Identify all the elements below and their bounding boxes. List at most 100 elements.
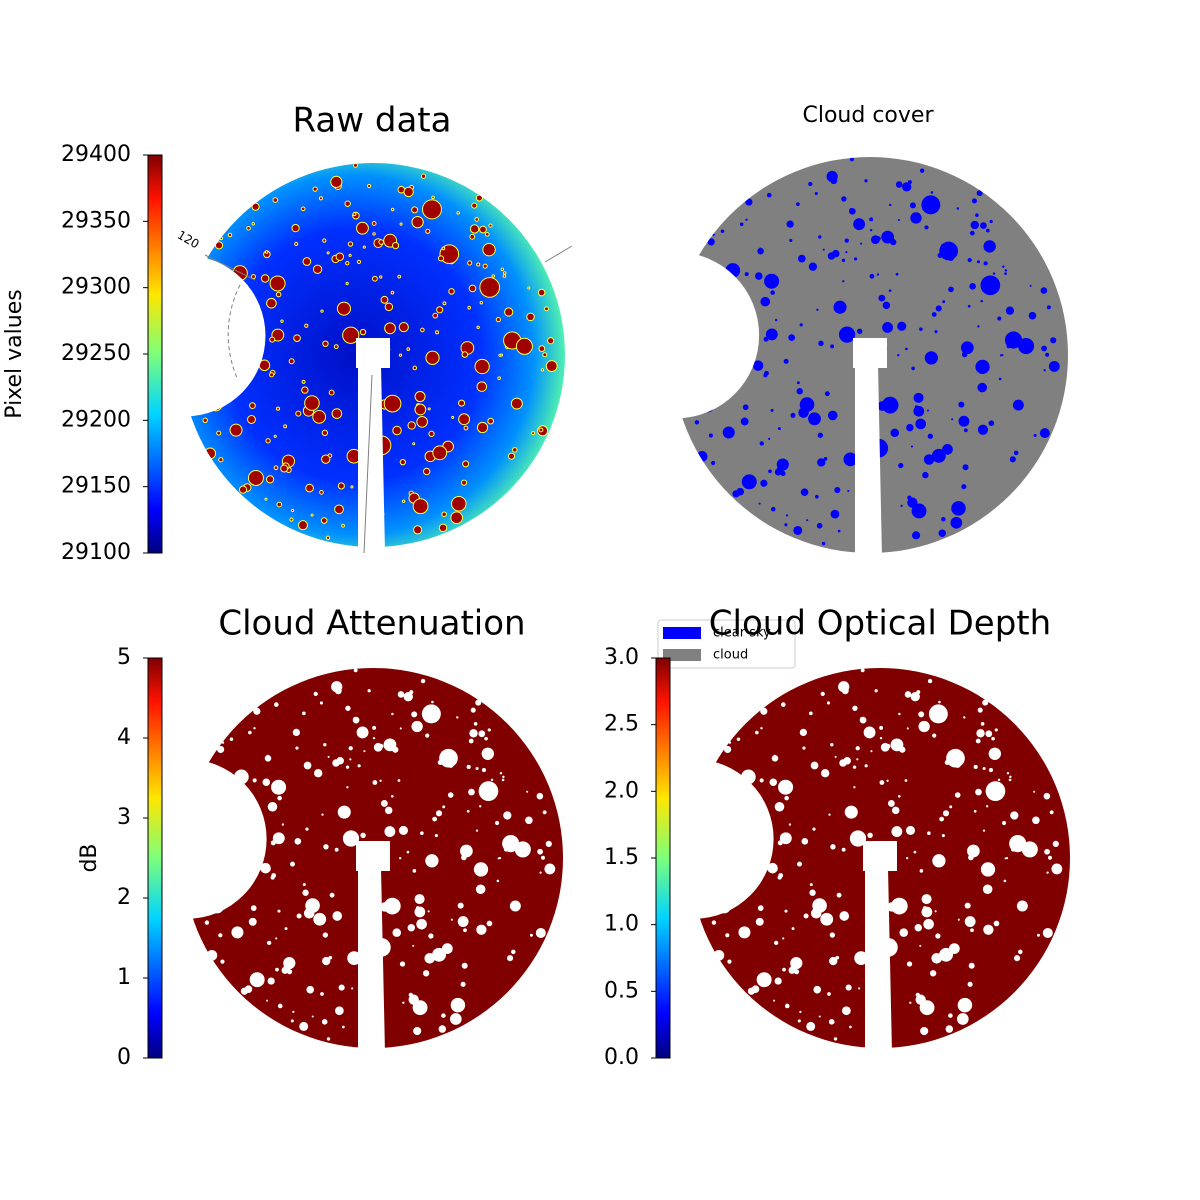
cloud-gap bbox=[504, 307, 514, 317]
cloud-gap bbox=[800, 488, 809, 497]
cloud-gap bbox=[875, 917, 884, 926]
cloud-gap bbox=[250, 300, 258, 308]
cloud-gap bbox=[358, 875, 363, 880]
colorbar bbox=[655, 657, 671, 1059]
cloud-gap bbox=[379, 779, 382, 782]
cloud-gap bbox=[249, 828, 252, 831]
cloud-gap bbox=[948, 286, 954, 293]
cloud-gap bbox=[847, 489, 850, 493]
cloud-gap bbox=[841, 847, 846, 852]
cloud-gap bbox=[745, 218, 748, 221]
cloud-gap bbox=[797, 861, 803, 867]
cloud-gap bbox=[233, 360, 239, 365]
cloud-gap bbox=[1050, 337, 1057, 344]
cloud-gap bbox=[706, 867, 712, 873]
cloud-gap bbox=[1052, 840, 1059, 847]
cloud-gap bbox=[742, 863, 747, 868]
cloud-gap bbox=[420, 678, 426, 684]
cloud-gap bbox=[1041, 345, 1047, 352]
cloud-gap bbox=[711, 355, 717, 361]
cloud-gap bbox=[919, 168, 925, 173]
cloud-gap bbox=[927, 433, 933, 439]
cloud-gap bbox=[249, 972, 265, 988]
cloud-gap bbox=[323, 844, 329, 850]
cloud-gap bbox=[336, 757, 344, 765]
cloud-gap bbox=[274, 702, 279, 707]
cloud-gap bbox=[1040, 287, 1048, 294]
cloud-gap bbox=[982, 884, 993, 895]
cloud-gap bbox=[946, 748, 965, 768]
cloud-gap bbox=[732, 352, 741, 360]
colorbar-tick-label: 29350 bbox=[61, 208, 131, 233]
cloud-gap bbox=[255, 821, 258, 824]
cloud-gap bbox=[1016, 900, 1028, 912]
cloud-gap bbox=[319, 490, 324, 495]
cloud-gap bbox=[975, 213, 979, 217]
cloud-gap bbox=[189, 897, 193, 901]
cloud-gap bbox=[529, 933, 533, 937]
cloud-gap bbox=[360, 832, 366, 839]
colorbar-tick-label: 1.5 bbox=[604, 845, 639, 870]
cloud-gap bbox=[441, 246, 446, 251]
cloud-gap bbox=[927, 678, 933, 684]
cloud-gap bbox=[380, 799, 388, 807]
cloud-gap bbox=[756, 828, 759, 831]
cloud-gap bbox=[269, 275, 286, 292]
cloud-gap bbox=[964, 916, 976, 927]
cloud-gap bbox=[796, 381, 800, 385]
cloud-gap bbox=[211, 900, 224, 914]
cloud-gap bbox=[345, 281, 349, 286]
cloud-gap bbox=[378, 239, 384, 245]
cloud-gap bbox=[909, 202, 916, 209]
cloud-gap bbox=[490, 778, 494, 782]
cloud-gap bbox=[710, 289, 713, 292]
cloud-gap bbox=[760, 479, 768, 487]
cloud-gap bbox=[935, 305, 942, 312]
cloud-gap bbox=[252, 778, 257, 783]
cloud-gap bbox=[342, 830, 360, 847]
cloud-gap bbox=[698, 284, 701, 288]
cloud-gap bbox=[432, 816, 437, 822]
cloud-gap bbox=[809, 711, 813, 716]
cloud-gap bbox=[763, 336, 769, 342]
cloud-gap bbox=[346, 786, 349, 789]
cloud-gap bbox=[988, 768, 994, 773]
cloud-gap bbox=[777, 840, 783, 846]
cloud-gap bbox=[502, 775, 505, 779]
cloud-gap bbox=[844, 238, 849, 243]
cloud-gap bbox=[406, 347, 411, 351]
cloud-gap bbox=[510, 397, 523, 410]
cloud-gap bbox=[202, 417, 208, 424]
cloud-gap bbox=[379, 275, 383, 279]
cloud-gap bbox=[371, 435, 392, 456]
cloud-gap bbox=[350, 485, 354, 489]
cloud-gap bbox=[195, 294, 201, 300]
cloud-gap bbox=[739, 222, 744, 227]
cloud-gap bbox=[372, 725, 377, 730]
cloud-gap bbox=[193, 385, 199, 391]
cloud-gap bbox=[362, 245, 366, 249]
cloud-gap bbox=[290, 861, 296, 867]
cloud-gap bbox=[918, 720, 930, 733]
cloud-gap bbox=[382, 848, 390, 856]
cloud-gap bbox=[247, 324, 251, 329]
cloud-gap bbox=[294, 837, 302, 845]
cloud-gap bbox=[860, 242, 863, 245]
cloud-gap bbox=[248, 344, 253, 349]
cloud-gap bbox=[506, 955, 514, 962]
cloud-gap bbox=[770, 290, 775, 295]
cloud-gap bbox=[491, 274, 496, 278]
cloud-gap bbox=[467, 305, 472, 310]
cloud-gap bbox=[904, 779, 908, 782]
cloud-gap bbox=[337, 805, 351, 819]
cloud-gap bbox=[366, 538, 380, 552]
cloud-gap bbox=[412, 869, 417, 873]
cloud-gap bbox=[451, 415, 455, 419]
axis-line bbox=[204, 254, 256, 281]
cloud-gap bbox=[923, 918, 934, 930]
cloud-gap bbox=[711, 274, 717, 280]
cloud-gap bbox=[762, 821, 765, 824]
cloud-gap bbox=[218, 276, 225, 283]
cloud-gap bbox=[956, 1013, 969, 1025]
cloud-gap bbox=[296, 913, 302, 919]
